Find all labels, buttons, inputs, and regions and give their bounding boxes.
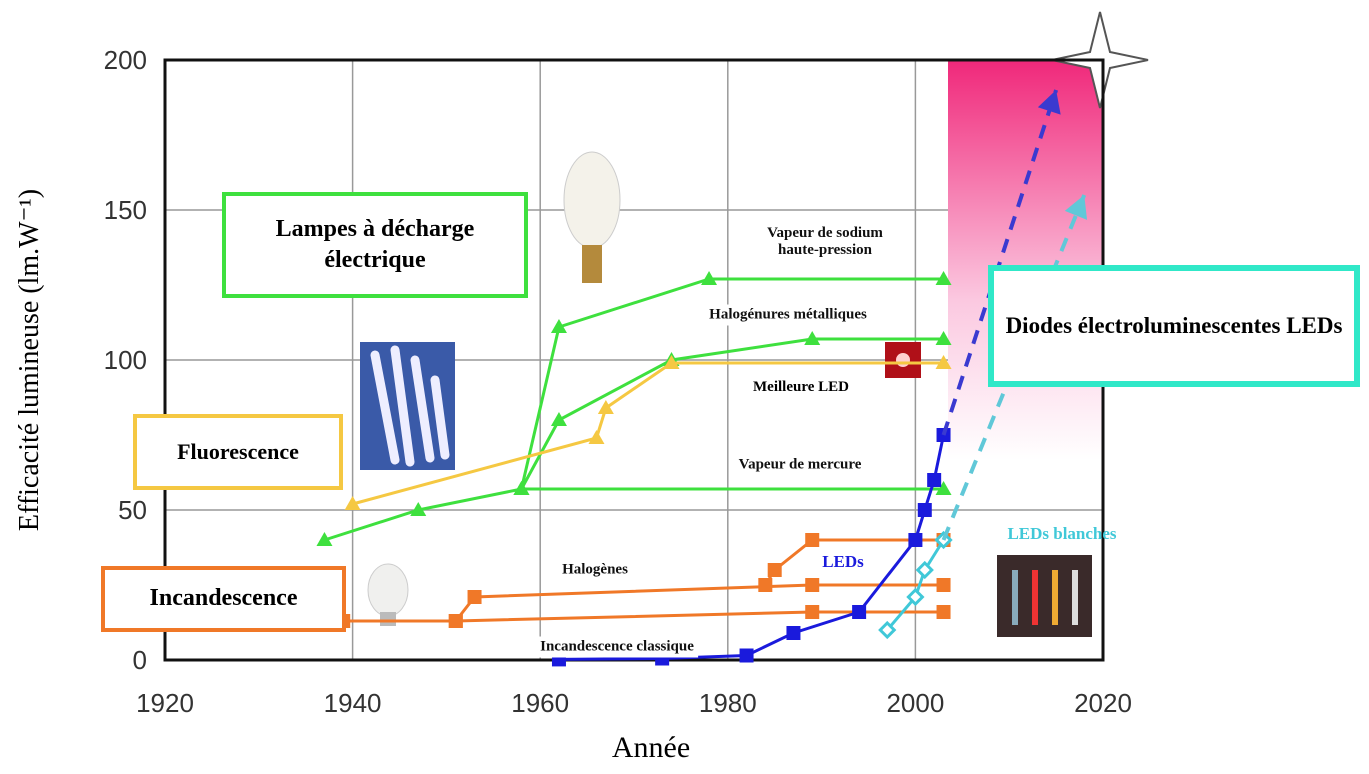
marker xyxy=(805,605,820,619)
future-zone xyxy=(948,60,1103,460)
marker xyxy=(804,331,821,345)
series-label: Halogénures métalliques xyxy=(705,304,871,326)
marker xyxy=(767,563,782,577)
marker xyxy=(316,532,333,546)
marker xyxy=(805,533,820,547)
marker xyxy=(908,533,923,547)
y-tick-label: 50 xyxy=(118,495,147,525)
series-line xyxy=(454,583,944,622)
x-tick-label: 1920 xyxy=(136,688,194,718)
marker xyxy=(550,319,567,333)
series-label: Vapeur de sodium haute-pression xyxy=(741,223,909,261)
category-box: Incandescence xyxy=(101,566,346,632)
x-tick-label: 2000 xyxy=(886,688,944,718)
marker xyxy=(936,578,951,592)
category-box: Diodes électroluminescentes LEDs xyxy=(988,265,1360,387)
y-tick-label: 100 xyxy=(104,345,147,375)
marker xyxy=(588,430,605,444)
photos xyxy=(360,151,1092,637)
marker xyxy=(805,578,820,592)
photo-bulb xyxy=(367,563,409,617)
marker xyxy=(935,331,952,345)
x-tick-label: 1940 xyxy=(324,688,382,718)
marker xyxy=(597,400,614,414)
marker xyxy=(915,560,934,580)
arrow-head xyxy=(1037,90,1061,115)
series-label: LEDs xyxy=(822,552,864,571)
marker xyxy=(467,590,482,604)
marker xyxy=(701,271,718,285)
series-label: LEDs blanches xyxy=(1007,524,1117,543)
x-axis-title: Année xyxy=(612,731,690,764)
marker xyxy=(410,502,427,516)
marker xyxy=(852,605,867,619)
marker xyxy=(936,605,951,619)
marker xyxy=(878,620,897,640)
marker xyxy=(935,481,952,495)
marker xyxy=(448,614,463,628)
marker xyxy=(739,648,754,663)
series-label: Incandescence classique xyxy=(536,636,698,658)
category-box: Lampes à décharge électrique xyxy=(222,192,528,298)
marker xyxy=(927,473,942,487)
marker xyxy=(663,355,680,369)
series-line xyxy=(519,277,944,490)
marker xyxy=(344,496,361,510)
y-axis-title: Efficacité lumineuse (lm.W⁻¹) xyxy=(14,189,45,531)
y-tick-label: 0 xyxy=(133,645,147,675)
marker xyxy=(917,503,932,517)
series-line xyxy=(886,539,945,631)
series-line xyxy=(764,538,944,586)
series-label: Vapeur de mercure xyxy=(734,454,866,476)
photo-hid-bulb xyxy=(563,151,621,249)
marker xyxy=(786,626,801,640)
annotation: Meilleure LED xyxy=(735,372,867,404)
marker xyxy=(550,412,567,426)
marker xyxy=(906,587,925,607)
marker xyxy=(758,578,773,592)
y-tick-label: 150 xyxy=(104,195,147,225)
x-tick-label: 2020 xyxy=(1074,688,1132,718)
x-tick-label: 1980 xyxy=(699,688,757,718)
series-line xyxy=(324,487,944,542)
y-tick-label: 200 xyxy=(104,45,147,75)
marker xyxy=(935,355,952,369)
arrow-head xyxy=(1064,195,1088,220)
marker xyxy=(513,481,530,495)
series-line xyxy=(343,610,944,623)
marker xyxy=(935,271,952,285)
x-tick-label: 1960 xyxy=(511,688,569,718)
projection-line xyxy=(941,89,1059,436)
category-box: Fluorescence xyxy=(133,414,343,490)
series-label: Halogènes xyxy=(558,559,632,581)
